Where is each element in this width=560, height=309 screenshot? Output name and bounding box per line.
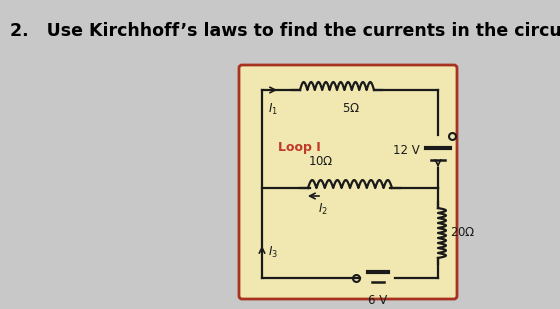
Text: $I_1$: $I_1$: [268, 102, 278, 117]
Text: Loop I: Loop I: [278, 142, 321, 154]
Text: $I_3$: $I_3$: [268, 244, 278, 260]
Text: 5$\Omega$: 5$\Omega$: [342, 102, 360, 115]
Text: 12 V: 12 V: [393, 143, 420, 156]
FancyBboxPatch shape: [239, 65, 457, 299]
Text: 2.   Use Kirchhoff’s laws to find the currents in the circuit: 2. Use Kirchhoff’s laws to find the curr…: [10, 22, 560, 40]
Text: $I_2$: $I_2$: [318, 202, 328, 217]
Text: 20$\Omega$: 20$\Omega$: [450, 226, 475, 239]
Text: 6 V: 6 V: [368, 294, 388, 307]
Text: 10$\Omega$: 10$\Omega$: [308, 155, 334, 168]
